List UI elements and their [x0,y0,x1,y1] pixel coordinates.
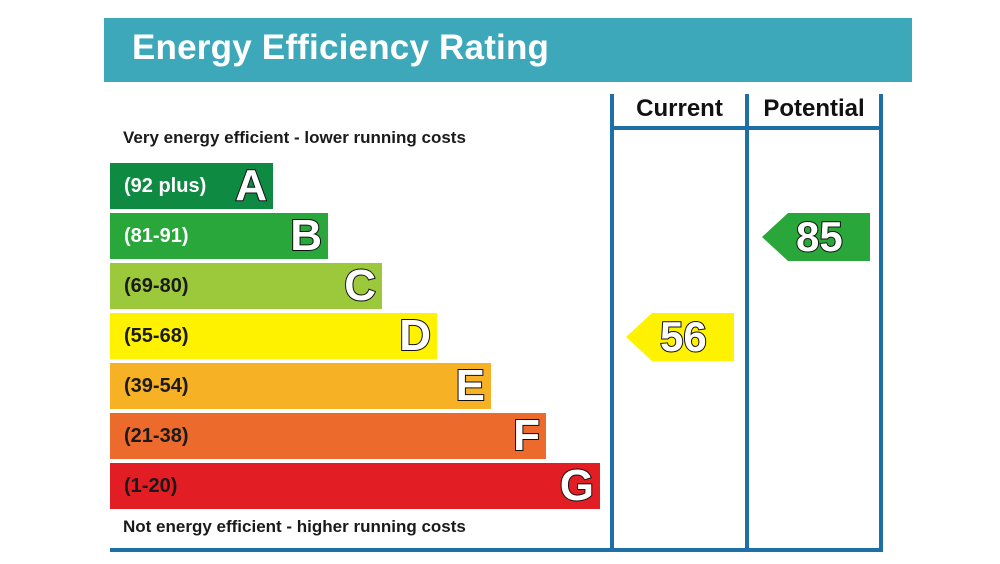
band-g: (1-20) G [110,461,600,511]
band-range-label: (55-68) [124,325,189,347]
band-f: (21-38) F [110,411,546,461]
chart-title: Energy Efficiency Rating [132,28,550,67]
band-letter: D [398,311,432,361]
potential-rating-arrow: 85 [762,212,870,261]
band-range-label: (81-91) [124,225,189,247]
band-letter: G [559,461,595,511]
potential-column-header: Potential [763,95,865,122]
band-range-label: (39-54) [124,375,189,397]
band-letter: B [289,211,323,261]
band-b: (81-91) B [110,211,328,261]
band-d: (55-68) D [110,311,437,361]
chart-bottom-line [110,548,883,552]
band-letter: F [512,411,541,461]
band-range-label: (69-80) [124,275,189,297]
potential-column-right-line [879,94,883,552]
current-column-left-line [610,94,614,552]
header-underline [610,126,883,130]
arrow-shape [626,313,734,361]
band-letter: E [455,361,486,411]
band-e: (39-54) E [110,361,491,411]
arrow-polygon [626,313,734,361]
arrow-shape [762,213,870,261]
band-letter: C [343,261,377,311]
band-range-label: (92 plus) [124,175,207,197]
band-letter: A [234,161,268,211]
bottom-note: Not energy efficient - higher running co… [123,517,466,536]
band-range-label: (21-38) [124,425,189,447]
current-column-header: Current [636,95,723,122]
title-bar: Energy Efficiency Rating [104,18,912,82]
current-rating-arrow: 56 [626,312,734,361]
arrow-polygon [762,213,870,261]
top-note: Very energy efficient - lower running co… [123,128,466,147]
potential-rating-value: 85 [795,212,844,261]
band-a: (92 plus) A [110,161,273,211]
band-range-label: (1-20) [124,475,178,497]
band-c: (69-80) C [110,261,382,311]
columns-divider-line [745,94,749,552]
current-rating-value: 56 [659,312,708,361]
